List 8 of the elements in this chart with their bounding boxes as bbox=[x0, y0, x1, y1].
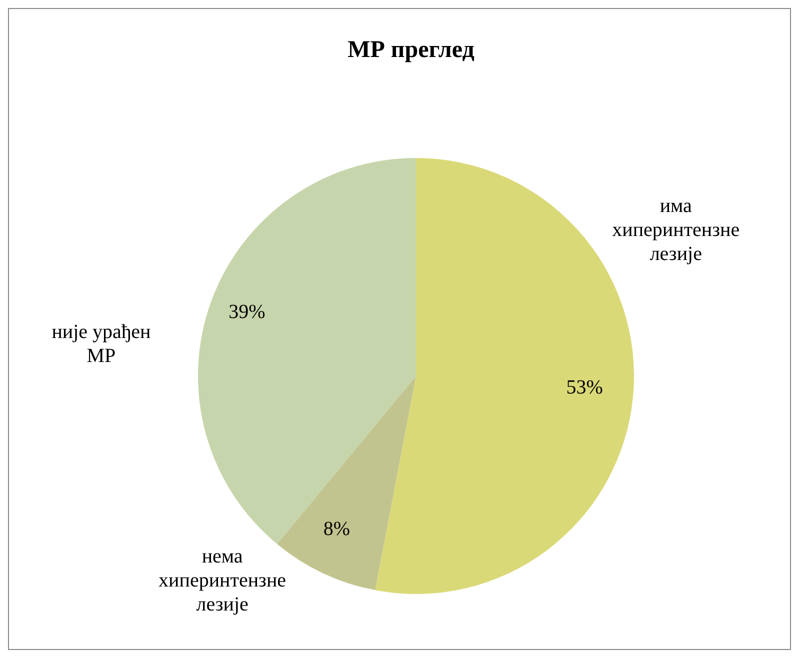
pie-slice bbox=[198, 158, 416, 544]
data-label: 8% bbox=[323, 518, 350, 540]
chart-title: МР преглед bbox=[348, 37, 474, 63]
slice-label: има хиперинтензне лезије bbox=[612, 195, 740, 266]
slice-label: није урађен МР bbox=[52, 320, 151, 367]
slice-label: нема хиперинтензне лезије bbox=[158, 546, 286, 616]
data-label: 53% bbox=[566, 376, 603, 398]
data-label: 39% bbox=[228, 300, 266, 323]
